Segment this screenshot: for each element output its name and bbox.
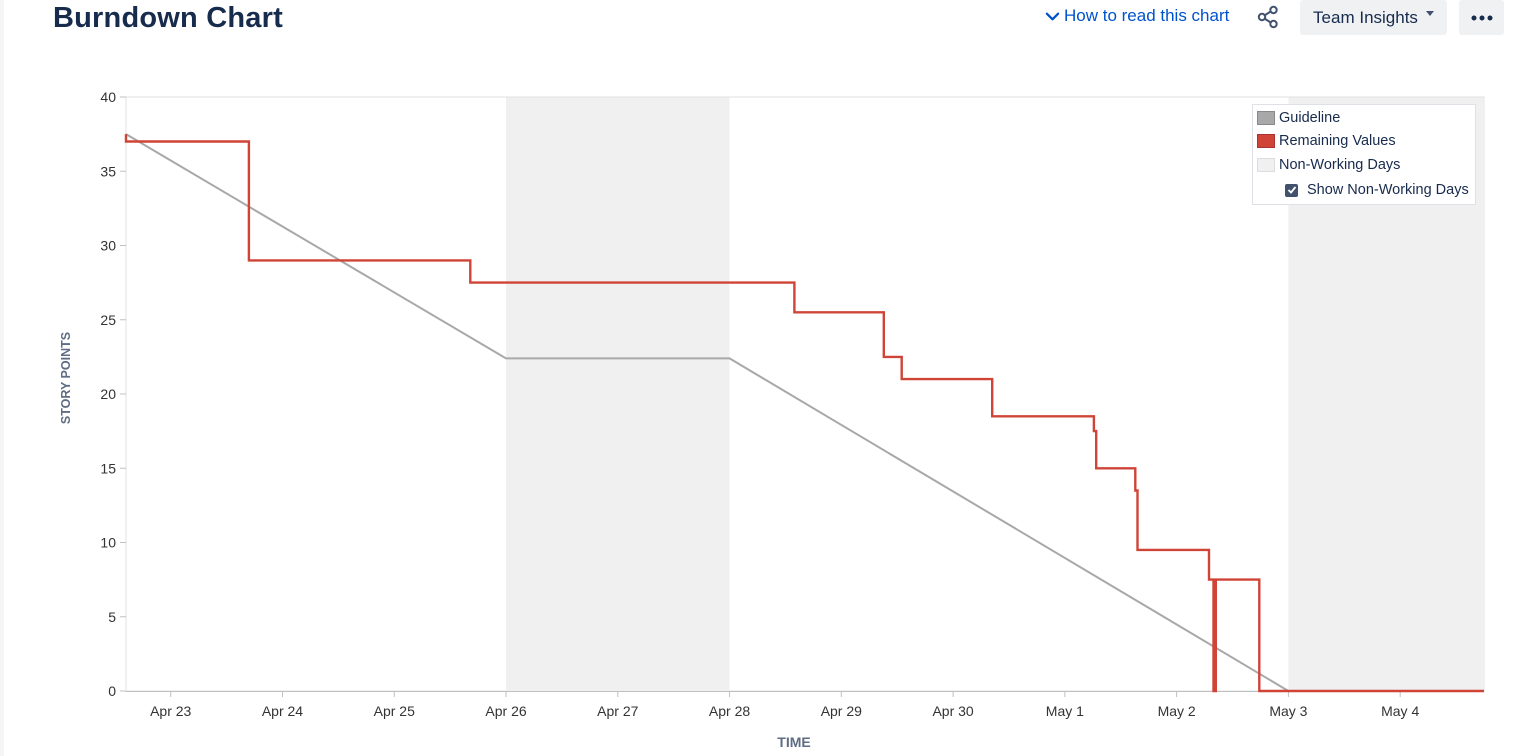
x-tick-label: May 3 [1269,703,1307,719]
x-tick-label: May 4 [1381,703,1419,719]
legend-label: Non-Working Days [1279,157,1401,173]
checkmark-icon [1287,186,1296,194]
non-working-band [506,97,730,691]
y-tick-label: 10 [100,535,116,551]
legend-label: Remaining Values [1279,133,1396,149]
y-tick-label: 5 [108,609,116,625]
more-actions-button[interactable] [1459,0,1504,35]
chevron-down-icon [1045,12,1060,20]
show-non-working-toggle[interactable]: Show Non-Working Days [1285,182,1469,198]
how-to-read-label: How to read this chart [1064,6,1230,25]
more-icon [1471,15,1492,20]
page-title: Burndown Chart [53,2,283,34]
y-tick-label: 40 [100,89,116,105]
x-tick-label: Apr 27 [597,703,638,719]
x-tick-label: Apr 23 [150,703,191,719]
non-working-swatch [1257,158,1275,172]
remaining-values-series-line [124,134,1484,693]
legend-item-remaining: Remaining Values [1257,133,1396,149]
x-tick-label: May 1 [1046,703,1084,719]
how-to-read-link[interactable]: How to read this chart [1045,6,1229,26]
left-border [0,0,4,756]
y-tick-label: 30 [100,238,116,254]
y-tick-label: 15 [100,460,116,476]
x-axis-title: TIME [777,734,810,750]
x-tick-label: Apr 29 [821,703,862,719]
x-tick-label: Apr 25 [374,703,415,719]
x-tick-label: Apr 26 [485,703,526,719]
x-tick-label: Apr 24 [262,703,303,719]
share-button[interactable] [1254,4,1282,30]
y-tick-label: 25 [100,312,116,328]
y-tick-label: 20 [100,386,116,402]
x-tick-label: May 2 [1158,703,1196,719]
show-non-working-checkbox[interactable] [1285,183,1298,197]
team-insights-dropdown[interactable]: Team Insights [1300,0,1447,35]
guideline-swatch [1257,111,1275,125]
legend-item-non-working: Non-Working Days [1257,157,1400,173]
y-axis-title: STORY POINTS [59,332,73,424]
legend-item-guideline: Guideline [1257,110,1340,126]
legend-label: Guideline [1279,110,1341,126]
x-tick-label: Apr 28 [709,703,750,719]
y-tick-label: 0 [108,683,116,699]
remaining-swatch [1257,134,1275,148]
chart-legend: Guideline Remaining Values Non-Working D… [1252,104,1476,205]
team-insights-label: Team Insights [1313,7,1418,27]
y-tick-label: 35 [100,163,116,179]
share-icon [1257,5,1278,29]
x-tick-label: Apr 30 [932,703,973,719]
show-non-working-label: Show Non-Working Days [1307,182,1469,198]
caret-down-icon [1425,11,1434,16]
